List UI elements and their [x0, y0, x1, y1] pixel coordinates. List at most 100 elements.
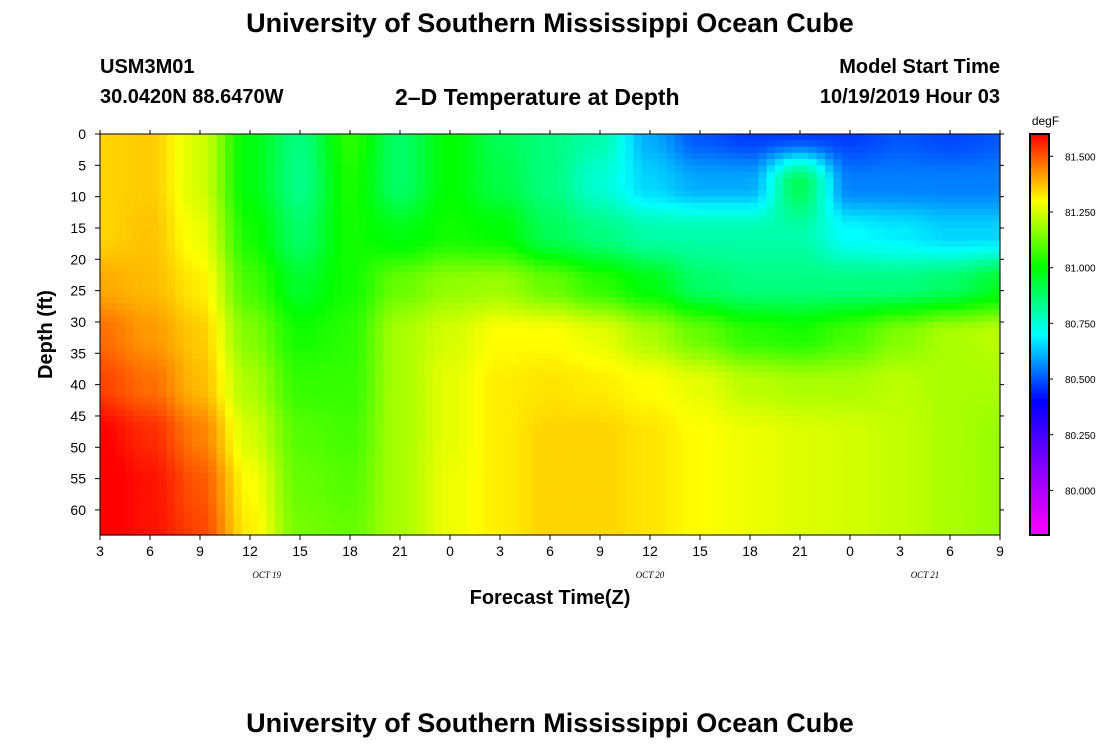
- heatmap-cell: [416, 409, 426, 417]
- heatmap-cell: [508, 365, 518, 373]
- heatmap-cell: [250, 372, 259, 379]
- heatmap-cell: [508, 140, 518, 148]
- heatmap-cell: [166, 253, 176, 260]
- heatmap-cell: [783, 190, 793, 198]
- heatmap-cell: [800, 278, 809, 285]
- heatmap-cell: [216, 190, 226, 198]
- heatmap-cell: [750, 278, 759, 285]
- heatmap-cell: [408, 290, 418, 298]
- heatmap-cell: [608, 246, 618, 254]
- heatmap-cell: [541, 334, 551, 342]
- heatmap-cell: [291, 403, 301, 411]
- heatmap-cell: [675, 284, 684, 292]
- heatmap-cell: [916, 334, 926, 342]
- heatmap-cell: [458, 152, 468, 160]
- heatmap-cell: [675, 271, 684, 279]
- heatmap-cell: [625, 303, 634, 311]
- heatmap-cell: [716, 227, 726, 235]
- heatmap-cell: [466, 353, 476, 361]
- heatmap-cell: [516, 177, 526, 185]
- heatmap-cell: [450, 409, 459, 417]
- heatmap-cell: [725, 215, 734, 223]
- heatmap-cell: [158, 290, 168, 298]
- heatmap-cell: [583, 334, 593, 342]
- heatmap-cell: [983, 409, 993, 417]
- heatmap-cell: [375, 347, 384, 354]
- heatmap-cell: [766, 334, 776, 342]
- heatmap-cell: [358, 403, 368, 411]
- heatmap-cell: [550, 353, 559, 361]
- heatmap-cell: [741, 328, 751, 336]
- heatmap-cell: [233, 290, 243, 298]
- heatmap-cell: [566, 303, 576, 311]
- heatmap-cell: [883, 265, 893, 273]
- heatmap-cell: [825, 328, 834, 336]
- heatmap-cell: [716, 284, 726, 292]
- heatmap-cell: [608, 397, 618, 405]
- heatmap-cell: [283, 321, 293, 329]
- heatmap-cell: [291, 227, 301, 235]
- heatmap-cell: [116, 372, 126, 379]
- heatmap-cell: [558, 259, 568, 267]
- heatmap-cell: [325, 365, 334, 373]
- heatmap-cell: [141, 397, 151, 405]
- heatmap-cell: [241, 397, 251, 405]
- heatmap-cell: [966, 253, 976, 260]
- heatmap-cell: [591, 309, 601, 317]
- heatmap-cell: [608, 259, 618, 267]
- heatmap-cell: [200, 134, 209, 141]
- heatmap-cell: [541, 359, 551, 367]
- heatmap-cell: [366, 378, 376, 386]
- heatmap-cell: [850, 372, 859, 379]
- heatmap-cell: [491, 397, 501, 405]
- heatmap-cell: [391, 165, 401, 173]
- heatmap-cell: [750, 378, 759, 386]
- heatmap-cell: [891, 278, 901, 285]
- heatmap-cell: [600, 202, 609, 210]
- heatmap-cell: [358, 134, 368, 141]
- heatmap-cell: [216, 309, 226, 317]
- heatmap-cell: [600, 184, 609, 191]
- heatmap-cell: [941, 315, 951, 323]
- heatmap-cell: [208, 165, 218, 173]
- heatmap-cell: [133, 359, 143, 367]
- heatmap-cell: [741, 296, 751, 304]
- heatmap-cell: [858, 240, 868, 248]
- heatmap-cell: [183, 234, 193, 242]
- heatmap-cell: [116, 378, 126, 386]
- heatmap-cell: [100, 372, 109, 379]
- heatmap-cell: [850, 334, 859, 342]
- heatmap-cell: [425, 290, 434, 298]
- heatmap-cell: [816, 384, 826, 392]
- heatmap-cell: [316, 353, 326, 361]
- heatmap-cell: [541, 384, 551, 392]
- heatmap-cell: [425, 328, 434, 336]
- heatmap-cell: [450, 246, 459, 254]
- heatmap-cell: [333, 328, 343, 336]
- heatmap-cell: [308, 221, 318, 229]
- heatmap-cell: [325, 384, 334, 392]
- heatmap-cell: [983, 159, 993, 166]
- heatmap-cell: [758, 365, 768, 373]
- heatmap-cell: [291, 290, 301, 298]
- heatmap-cell: [108, 303, 118, 311]
- heatmap-cell: [908, 290, 918, 298]
- heatmap-cell: [950, 259, 959, 267]
- heatmap-cell: [975, 384, 984, 392]
- heatmap-cell: [425, 296, 434, 304]
- heatmap-cell: [625, 209, 634, 217]
- heatmap-cell: [250, 403, 259, 411]
- heatmap-cell: [116, 328, 126, 336]
- heatmap-cell: [125, 253, 134, 260]
- heatmap-cell: [516, 202, 526, 210]
- heatmap-cell: [100, 140, 109, 148]
- heatmap-cell: [816, 234, 826, 242]
- heatmap-cell: [791, 359, 801, 367]
- heatmap-cell: [141, 246, 151, 254]
- heatmap-cell: [108, 321, 118, 329]
- heatmap-cell: [566, 309, 576, 317]
- heatmap-cell: [200, 259, 209, 267]
- heatmap-cell: [558, 190, 568, 198]
- heatmap-cell: [366, 359, 376, 367]
- heatmap-cell: [975, 134, 984, 141]
